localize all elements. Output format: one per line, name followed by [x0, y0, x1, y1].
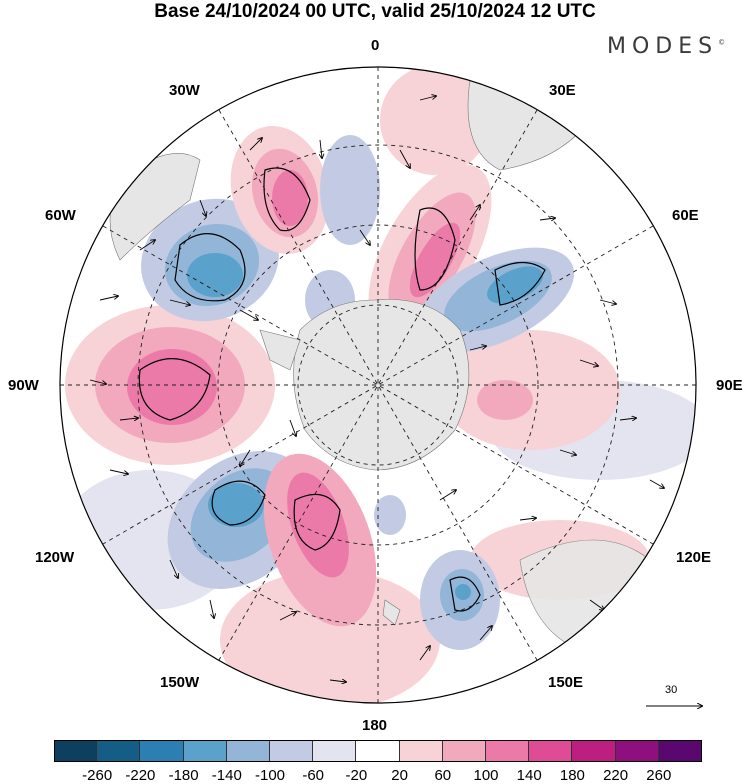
brand-mark: ©: [718, 38, 726, 47]
colorbar-tick-label: 100: [473, 767, 499, 784]
anomaly-neg: [208, 483, 264, 527]
lon-label-150w: 150W: [160, 674, 200, 691]
colorbar-tick-label: 180: [559, 767, 585, 784]
colorbar-tick-label: 60: [434, 767, 452, 784]
colorbar-swatch: [270, 740, 314, 762]
colorbar-tick-label: -220: [125, 767, 156, 784]
brand-text: MODES: [607, 34, 719, 59]
contour-lines: [138, 167, 546, 612]
lon-label-60w: 60W: [45, 207, 76, 224]
wind-vectors: [89, 96, 664, 682]
reference-vector-label: 30: [665, 684, 678, 696]
colorbar-swatch: [313, 740, 357, 762]
lon-label-120e: 120E: [676, 549, 712, 566]
field-layer: [60, 67, 696, 703]
lon-label-120w: 120W: [35, 549, 75, 566]
colorbar-swatch: [615, 740, 659, 762]
colorbar-tick-label: 140: [516, 767, 542, 784]
colorbar-swatch: [486, 740, 530, 762]
lon-label-90e: 90E: [716, 377, 743, 394]
lon-label-180: 180: [362, 717, 388, 734]
colorbar-tick-label: -180: [168, 767, 199, 784]
colorbar-swatch: [140, 740, 184, 762]
new-zealand-land: [382, 599, 401, 626]
lon-label-30e: 30E: [549, 82, 576, 99]
anomaly-pos: [127, 349, 217, 425]
colorbar-swatch: [399, 740, 443, 762]
anomaly-neg: [487, 266, 543, 304]
anomaly-pos: [287, 472, 349, 578]
colorbar-swatch: [226, 740, 270, 762]
colorbar-tick-label: -60: [302, 767, 325, 784]
anomaly-neg: [320, 135, 380, 245]
colorbar-tick-label: 20: [391, 767, 408, 784]
lon-label-90w: 90W: [8, 377, 39, 394]
colorbar-swatch: [54, 740, 98, 762]
colorbar-swatch: [572, 740, 616, 762]
modes-logo: MODES©: [607, 34, 725, 59]
anomaly-pos-weak: [380, 67, 490, 175]
colorbar-swatch: [183, 740, 227, 762]
colorbar-frame: [54, 740, 702, 762]
colorbar-tick-label: 260: [646, 767, 672, 784]
graticule: [60, 67, 696, 703]
colorbar: [54, 740, 702, 762]
colorbar-tick-label: -260: [82, 767, 113, 784]
anomaly-neg: [374, 495, 406, 535]
anomaly-neg: [455, 584, 471, 600]
lon-label-30w: 30W: [169, 82, 200, 99]
anomaly-neg: [187, 253, 243, 297]
antarctic-peninsula: [259, 329, 301, 371]
chart-title: Base 24/10/2024 00 UTC, valid 25/10/2024…: [154, 1, 596, 22]
map-boundary: [59, 66, 697, 704]
anomaly-pos: [477, 380, 533, 420]
lon-label-60e: 60E: [672, 207, 699, 224]
colorbar-swatch: [97, 740, 141, 762]
lon-label-0: 0: [371, 37, 380, 54]
colorbar-tick-label: -20: [345, 767, 368, 784]
colorbar-swatch: [529, 740, 573, 762]
colorbar-tick-label: 220: [603, 767, 629, 784]
anomaly-pos: [272, 170, 308, 226]
colorbar-swatch: [356, 740, 400, 762]
colorbar-tick-label: -140: [211, 767, 242, 784]
colorbar-swatch: [442, 740, 486, 762]
lon-label-150e: 150E: [548, 674, 584, 691]
anomaly-pos-weak: [440, 330, 620, 450]
colorbar-tick-label: -100: [254, 767, 286, 784]
